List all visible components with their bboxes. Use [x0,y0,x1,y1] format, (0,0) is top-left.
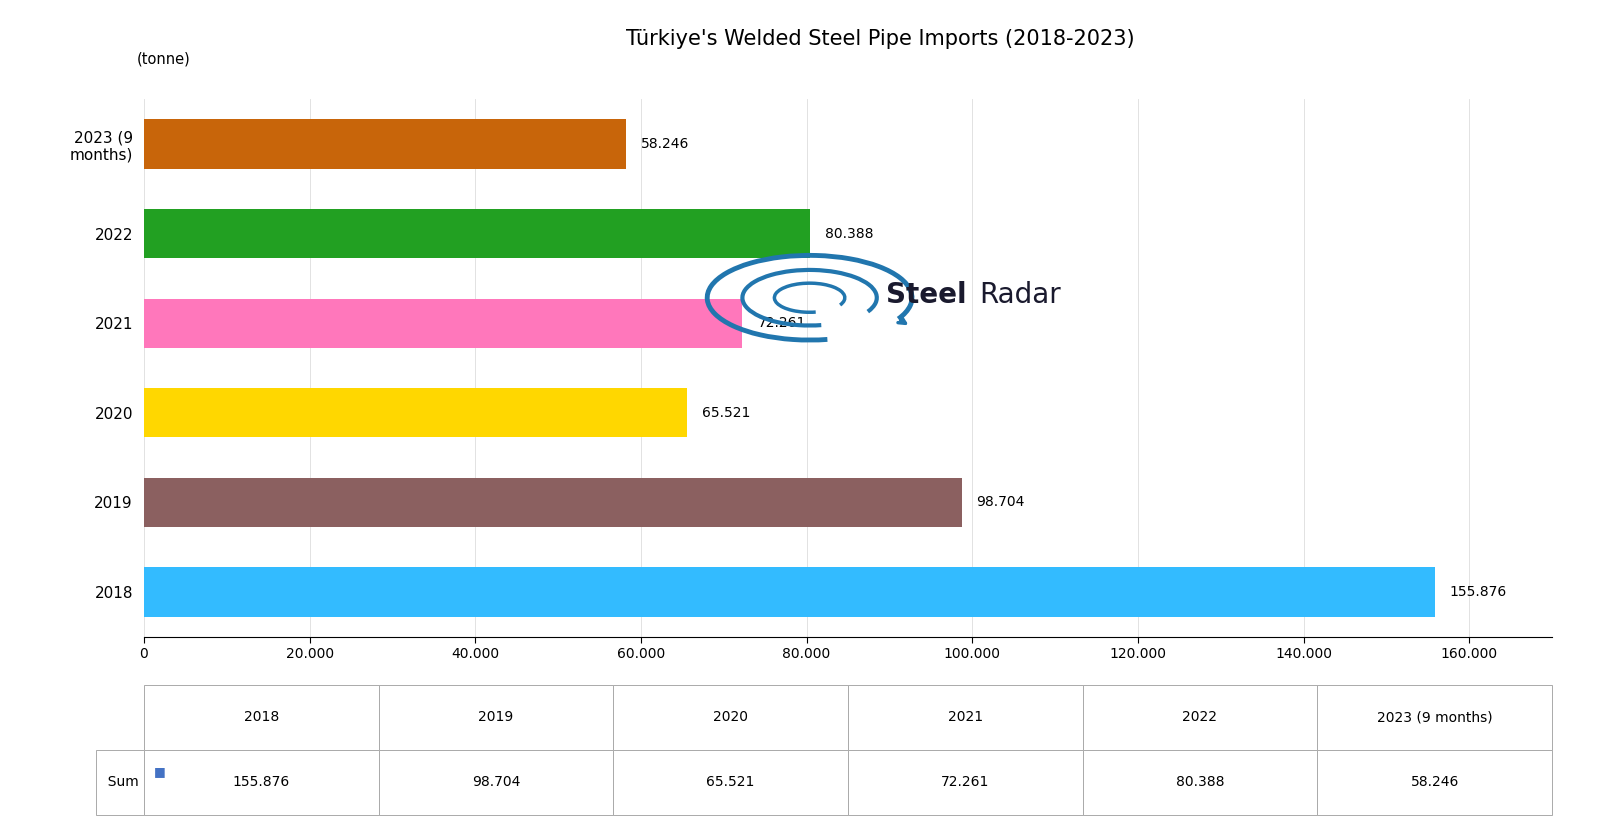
Text: Türkiye's Welded Steel Pipe Imports (2018-2023): Türkiye's Welded Steel Pipe Imports (201… [626,29,1134,49]
Text: Steel: Steel [886,281,966,309]
Text: 58.246: 58.246 [642,137,690,151]
Text: 98.704: 98.704 [976,495,1024,509]
Text: 155.876: 155.876 [1450,585,1507,599]
Bar [144,299,742,348]
Bar [144,388,686,437]
Bar [144,119,627,169]
Bar [144,567,1435,617]
Text: Radar: Radar [979,281,1061,309]
Text: ■: ■ [154,765,166,778]
Text: 80.388: 80.388 [824,227,874,241]
Text: (tonne): (tonne) [138,52,190,67]
Bar [144,478,962,527]
Text: 72.261: 72.261 [757,316,806,330]
Bar [144,209,810,258]
Text: 65.521: 65.521 [701,406,750,420]
